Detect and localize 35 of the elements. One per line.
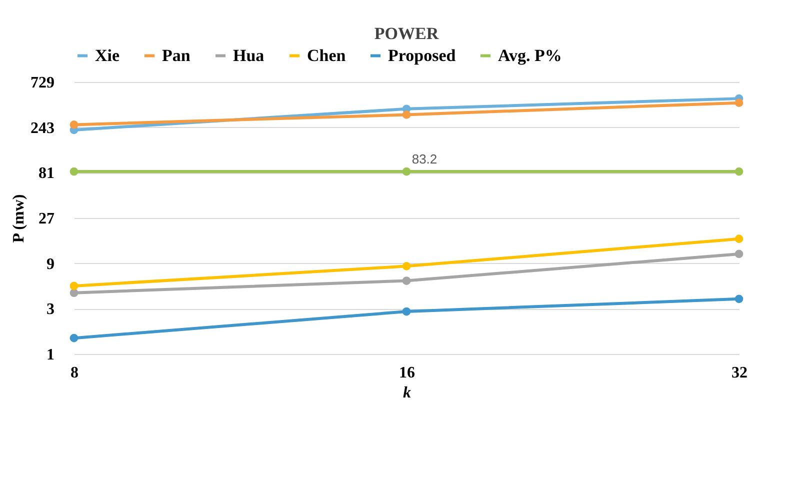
legend-label: Hua (233, 46, 265, 65)
chart-title: POWER (374, 24, 440, 43)
x-tick-label: 32 (732, 364, 748, 382)
point (734, 234, 744, 243)
point (734, 294, 744, 304)
y-axis-title: P (mw) (10, 194, 28, 243)
point (402, 262, 411, 270)
legend-label: Proposed (388, 46, 456, 65)
legend-label: Chen (307, 46, 346, 65)
legend-label: Pan (162, 46, 191, 65)
point (70, 282, 78, 290)
y-tick-label: 3 (46, 301, 54, 318)
y-tick-label: 243 (30, 120, 54, 137)
point (734, 167, 744, 176)
point (70, 167, 78, 176)
point (402, 307, 411, 316)
y-tick-label: 81 (38, 165, 54, 182)
point (70, 288, 78, 298)
point (70, 334, 78, 342)
y-tick-label: 729 (30, 74, 54, 92)
legend-label: Avg. P% (498, 46, 562, 65)
x-tick-label: 8 (70, 364, 78, 382)
x-tick-label: 16 (399, 364, 415, 382)
x-axis-title: k (403, 384, 411, 402)
point (734, 98, 744, 108)
y-tick-label: 9 (46, 256, 54, 273)
point (402, 167, 411, 176)
legend-label: Xie (95, 46, 120, 65)
point (402, 276, 411, 285)
data-label: 83.2 (412, 152, 438, 167)
point (70, 120, 78, 129)
point (402, 110, 411, 119)
y-tick-label: 1 (46, 346, 54, 364)
point (734, 250, 744, 258)
y-tick-label: 27 (38, 210, 54, 228)
